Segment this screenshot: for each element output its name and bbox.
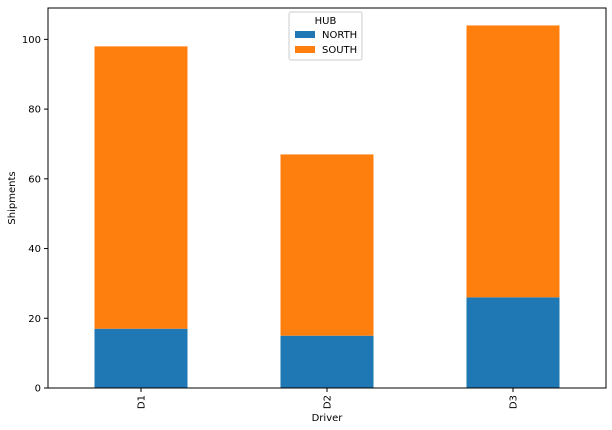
y-tick-label: 100	[22, 35, 41, 46]
y-tick-label: 40	[28, 244, 41, 255]
bar-south-d3	[466, 25, 560, 298]
legend-title: HUB	[315, 16, 337, 27]
x-tick-label: D2	[323, 395, 334, 409]
plot-frame	[47, 7, 607, 389]
legend-label-north: NORTH	[322, 30, 357, 41]
legend-swatch-north	[295, 31, 315, 38]
x-tick-label: D3	[509, 395, 520, 409]
y-tick-label: 0	[35, 384, 41, 395]
axes-layer: D1 D2 D3 0 20 40 60 80 100	[22, 7, 607, 409]
bar-south-d2	[280, 154, 374, 336]
legend-label-south: SOUTH	[322, 45, 357, 56]
y-tick-label: 80	[28, 105, 41, 116]
y-axis-label: Shipments	[7, 171, 18, 224]
legend-swatch-south	[295, 46, 315, 53]
bar-north-d3	[466, 297, 560, 388]
y-tick-label: 60	[28, 174, 41, 185]
bars-layer	[94, 25, 560, 388]
x-axis-label: Driver	[312, 413, 344, 424]
x-tick-label: D1	[137, 395, 148, 409]
y-tick-label: 20	[28, 314, 41, 325]
bar-south-d1	[94, 46, 188, 329]
legend: HUB NORTH SOUTH	[288, 11, 363, 61]
bar-north-d2	[280, 335, 374, 388]
bar-north-d1	[94, 328, 188, 388]
